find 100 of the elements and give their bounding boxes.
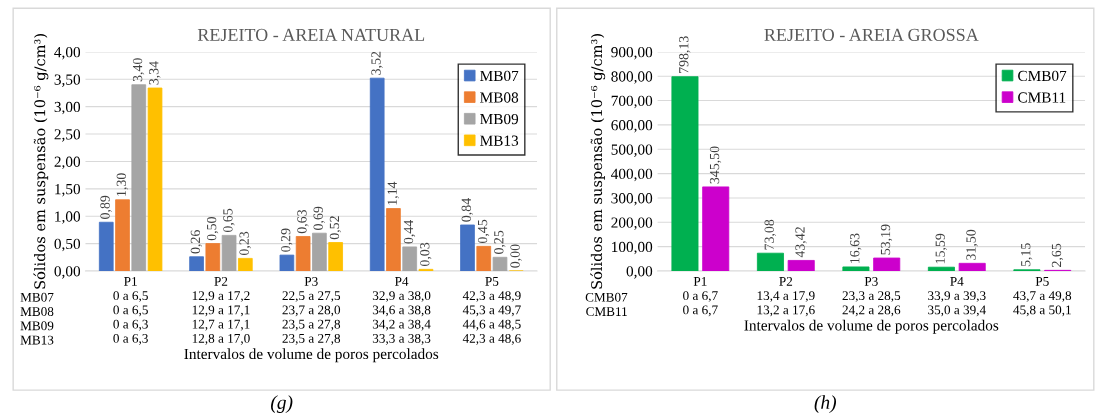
data-label: 31,50 (966, 229, 978, 260)
data-label: 0,25 (494, 230, 506, 254)
data-label: 3,34 (149, 61, 161, 85)
x-tick-label: P5 42,3 a 48,9 45,3 a 49,7 44,6 a 48,5 42,3 a 48,6 (462, 277, 521, 345)
bar (131, 84, 147, 271)
bar (115, 199, 130, 271)
y-tick-label: 0,00 (54, 266, 81, 279)
bar (787, 260, 815, 271)
data-label: 0,26 (190, 230, 203, 254)
data-label: 0,03 (420, 242, 432, 267)
data-label: 3,52 (371, 51, 383, 75)
data-label: 1,14 (387, 181, 399, 205)
bar (386, 208, 401, 271)
y-tick-label: 700,00 (611, 95, 653, 109)
bar (958, 262, 986, 271)
y-tick-label: 3,50 (54, 74, 81, 87)
data-label: 16,63 (850, 233, 862, 263)
x-axis-title: Intervalos de volume de poros percolados (744, 319, 999, 334)
bar (492, 256, 508, 271)
x-tick-label: P1 0 a 6,5 0 a 6,5 0 a 6,3 0 a 6,3 (113, 277, 148, 345)
y-tick-label: 500,00 (611, 144, 653, 157)
data-label: 345,50 (709, 146, 722, 184)
data-label: 1,30 (116, 173, 128, 196)
text: (h) (814, 395, 837, 413)
bar (189, 256, 204, 271)
bar (873, 257, 901, 271)
bar (756, 252, 784, 271)
bar (295, 236, 311, 271)
legend-label: MB08 (480, 92, 519, 103)
y-axis-title: Sólidos em suspensão (10⁻⁶ g/cm³) (33, 34, 49, 289)
bar (671, 76, 699, 271)
data-label: 0,44 (403, 220, 416, 244)
data-label: 2,65 (1051, 243, 1064, 267)
data-label: 0,45 (477, 219, 490, 244)
y-tick-label: 800,00 (611, 71, 653, 84)
legend-label: MB07 (480, 70, 519, 82)
data-label: 798,13 (679, 36, 691, 73)
bar (147, 87, 163, 271)
bar (205, 243, 221, 271)
data-label: 0,50 (206, 217, 219, 241)
legend-label: MB13 (480, 135, 519, 146)
bar (460, 224, 475, 271)
y-tick-label: 2,00 (54, 156, 81, 170)
x-tick-label: P3 22,5 a 27,5 23,7 a 28,0 23,5 a 27,8 23,5 a 27,8 (282, 276, 341, 345)
text: CMB07 CMB11 (585, 292, 628, 317)
y-tick-label: 100,00 (612, 241, 653, 255)
legend-label: CMB07 (1018, 70, 1067, 82)
data-label: 5,15 (1021, 243, 1033, 267)
x-tick-label: P2 13,4 a 17,9 13,2 a 17,6 (757, 276, 815, 317)
y-tick-label: 4,00 (54, 47, 81, 60)
chart-title: REJEITO - AREIA GROSSA (764, 28, 979, 41)
bar (927, 266, 955, 271)
y-tick-label: 300,00 (611, 193, 653, 206)
bar (842, 266, 870, 271)
text: MB07 MB08 MB09 MB13 (20, 292, 54, 345)
data-label: 0,84 (461, 198, 473, 222)
data-label: 3,40 (132, 58, 145, 82)
data-label: 0,00 (510, 244, 522, 268)
bar (279, 254, 295, 271)
bar (369, 77, 385, 271)
y-tick-label: 900,00 (611, 47, 653, 60)
data-label: 0,65 (223, 208, 235, 233)
data-label: 0,63 (297, 209, 309, 234)
bar (476, 245, 492, 271)
legend-label: CMB11 (1018, 92, 1066, 103)
data-label: 0,89 (100, 195, 112, 219)
bar (312, 232, 327, 271)
x-tick-label: P5 43,7 a 49,8 45,8 a 50,1 (1013, 277, 1072, 317)
bar (98, 221, 114, 271)
data-label: 0,23 (239, 231, 251, 256)
data-label: 53,19 (880, 224, 893, 255)
x-tick-label: P1 0 a 6,7 0 a 6,7 (683, 277, 718, 317)
chart-title: REJEITO - AREIA NATURAL (197, 28, 425, 41)
y-tick-label: 3,00 (54, 101, 81, 115)
data-label: 43,42 (795, 227, 807, 258)
x-tick-label: P2 12,9 a 17,2 12,9 a 17,1 12,7 a 17,1 12,8 a 17,0 (192, 276, 250, 345)
x-tick-label: P4 32,9 a 38,0 34,6 a 38,8 34,2 a 38,4 33,3 a 38,3 (372, 277, 431, 345)
y-tick-label: 600,00 (611, 120, 653, 133)
x-tick-label: P4 33,9 a 39,3 35,0 a 39,4 (928, 277, 986, 317)
y-tick-label: 0,50 (54, 238, 81, 252)
bar (221, 234, 237, 271)
data-label: 0,29 (280, 228, 293, 252)
bar (402, 246, 418, 271)
y-axis-title: Sólidos em suspensão (10⁻⁶ g/cm³) (590, 34, 606, 289)
x-tick-label: P3 23,3 a 28,5 24,2 a 28,6 (842, 276, 901, 317)
y-tick-label: 1,00 (55, 211, 81, 224)
y-tick-label: 2,50 (54, 129, 81, 142)
text: (g) (271, 395, 293, 413)
legend-label: MB09 (480, 113, 519, 125)
y-tick-label: 200,00 (611, 217, 653, 230)
bar (702, 186, 730, 271)
x-axis-title: Intervalos de volume de poros percolados (184, 348, 439, 363)
bar (328, 242, 343, 271)
data-label: 0,52 (329, 216, 342, 240)
data-label: 0,69 (313, 206, 325, 230)
bar (238, 257, 253, 271)
data-label: 73,08 (764, 219, 776, 250)
y-tick-label: 0,00 (626, 266, 653, 279)
y-tick-label: 1,50 (55, 183, 81, 197)
y-tick-label: 400,00 (611, 168, 653, 182)
